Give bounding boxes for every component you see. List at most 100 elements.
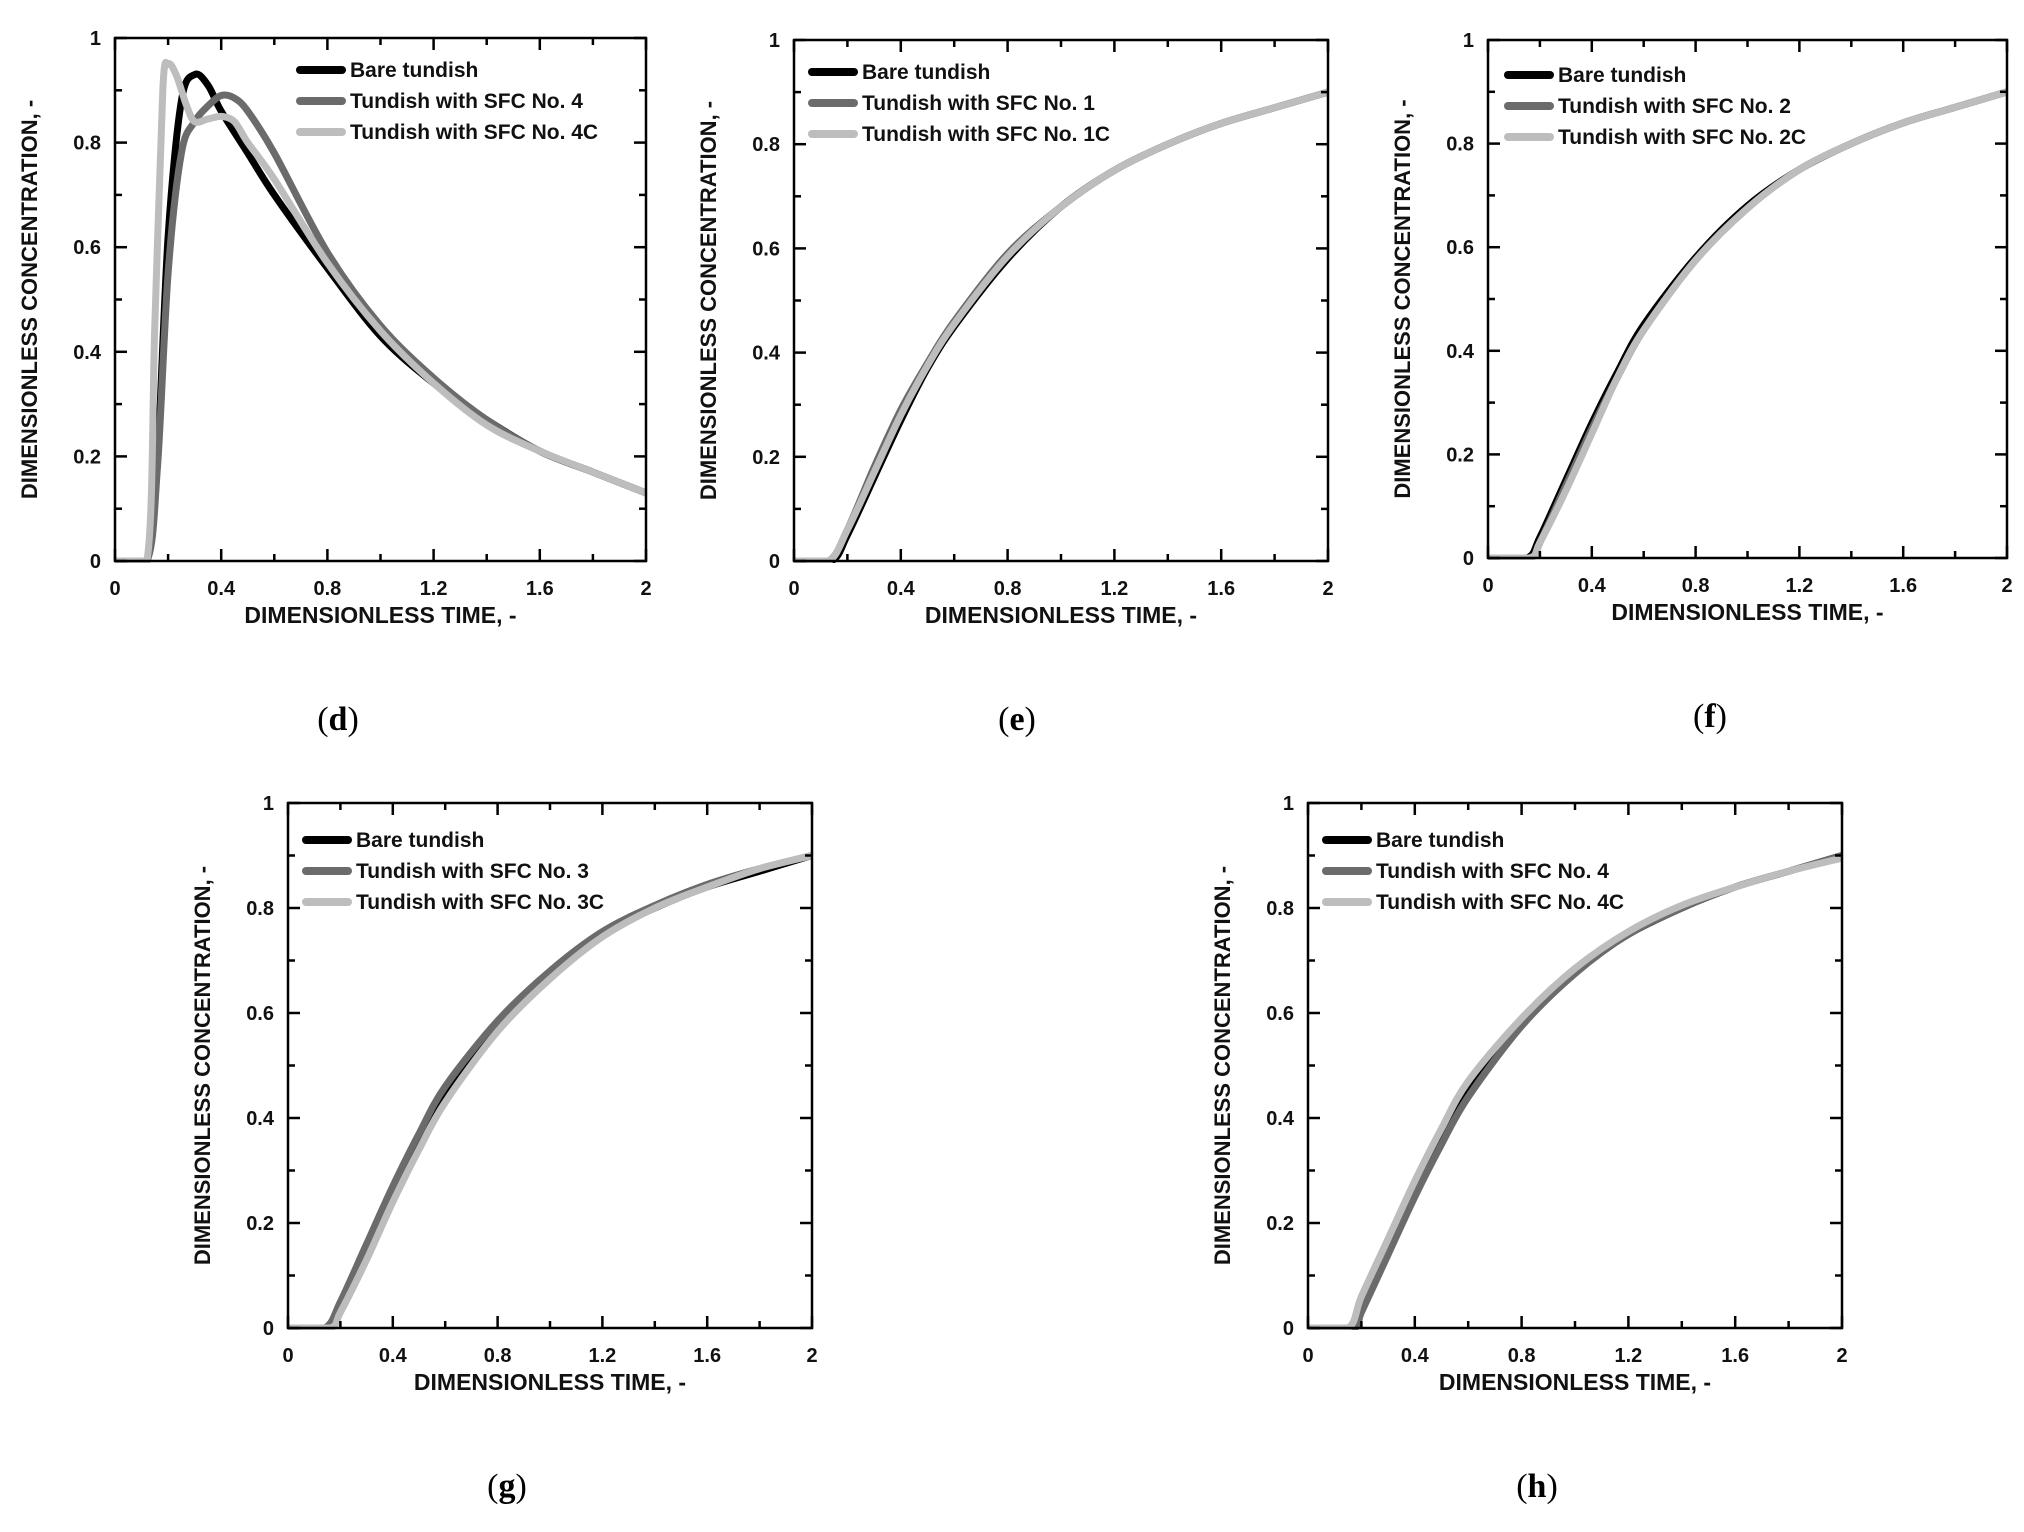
y-tick-label: 0.8 [246, 898, 274, 920]
x-tick-label: 0.4 [207, 578, 236, 600]
panel-label: (f) [1693, 698, 1727, 735]
x-tick-label: 1.6 [1721, 1345, 1749, 1367]
legend-entry-1: Tundish with SFC No. 3 [356, 860, 589, 883]
x-tick-label: 0 [788, 578, 799, 600]
x-tick-label: 0.8 [484, 1345, 512, 1367]
legend-entry-0: Bare tundish [1558, 64, 1686, 87]
x-tick-label: 1.6 [693, 1345, 721, 1367]
x-tick-label: 1.6 [526, 578, 554, 600]
x-tick-label: 0.8 [313, 578, 341, 600]
y-tick-label: 0 [1463, 548, 1474, 570]
y-axis-label: DIMENSIONLESS CONCENTRATION, - [190, 866, 215, 1265]
y-tick-label: 0.6 [73, 237, 101, 259]
y-tick-label: 0.2 [73, 446, 101, 468]
x-tick-label: 0 [282, 1345, 293, 1367]
y-axis-label: DIMENSIONLESS CONCENTRATION, - [1210, 866, 1235, 1265]
y-tick-label: 0.4 [1266, 1108, 1295, 1130]
y-tick-label: 0.4 [246, 1108, 275, 1130]
x-axis-label: DIMENSIONLESS TIME, - [1611, 599, 1883, 625]
x-tick-label: 0.8 [1508, 1345, 1536, 1367]
x-tick-label: 1.2 [588, 1345, 616, 1367]
legend-entry-1: Tundish with SFC No. 4 [350, 90, 583, 113]
y-tick-label: 0 [1283, 1318, 1294, 1340]
x-tick-label: 2 [2001, 575, 2012, 597]
legend: Bare tundish Tundish with SFC No. 4 Tundis… [1322, 829, 1624, 914]
series-line-2 [1308, 854, 1842, 1330]
y-tick-label: 1 [90, 28, 101, 50]
legend-entry-2: Tundish with SFC No. 3C [356, 891, 604, 914]
y-tick-label: 0.6 [1266, 1003, 1294, 1025]
series-group [1488, 88, 2007, 560]
x-tick-label: 0.4 [379, 1345, 408, 1367]
legend-entry-2: Tundish with SFC No. 1C [862, 123, 1110, 146]
x-tick-label: 0 [109, 578, 120, 600]
x-tick-label: 0.8 [994, 578, 1022, 600]
series-line-0 [115, 70, 646, 563]
legend-entry-1: Tundish with SFC No. 4 [1376, 860, 1609, 883]
x-tick-label: 0 [1482, 575, 1493, 597]
series-line-1 [115, 91, 646, 563]
x-tick-label: 2 [1836, 1345, 1847, 1367]
y-tick-label: 0.4 [73, 342, 102, 364]
y-tick-label: 0.8 [1446, 134, 1474, 156]
chart-panel-0: 0 0.4 0.8 1.2 1.6 2 0 0.2 0.4 0.6 0.8 1 DIMENSIONLES… [17, 28, 652, 738]
y-tick-label: 0 [90, 551, 101, 573]
x-tick-label: 1.2 [1100, 578, 1128, 600]
x-axis-label: DIMENSIONLESS TIME, - [1439, 1369, 1711, 1395]
series-line-2 [288, 852, 812, 1330]
x-tick-label: 0.4 [887, 578, 916, 600]
legend-entry-0: Bare tundish [862, 61, 990, 84]
legend-entry-2: Tundish with SFC No. 4C [350, 121, 598, 144]
chart-panel-4: 0 0.4 0.8 1.2 1.6 2 0 0.2 0.4 0.6 0.8 1 DIMENSIONLES… [1210, 793, 1848, 1505]
chart-panel-2: 0 0.4 0.8 1.2 1.6 2 0 0.2 0.4 0.6 0.8 1 DIMENSIONLES… [1390, 30, 2013, 735]
y-tick-label: 0.2 [246, 1213, 274, 1235]
x-tick-label: 1.2 [1785, 575, 1813, 597]
y-tick-label: 0.8 [73, 133, 101, 155]
y-tick-label: 0.8 [1266, 898, 1294, 920]
series-group [288, 852, 812, 1330]
legend-entry-0: Bare tundish [356, 829, 484, 852]
series-line-0 [794, 88, 1328, 563]
x-tick-label: 1.6 [1889, 575, 1917, 597]
series-group [115, 59, 646, 563]
x-axis-label: DIMENSIONLESS TIME, - [414, 1369, 686, 1395]
y-tick-label: 0 [769, 551, 780, 573]
y-tick-label: 1 [263, 793, 274, 815]
series-line-1 [1308, 852, 1842, 1330]
legend-entry-2: Tundish with SFC No. 4C [1376, 891, 1624, 914]
x-tick-label: 1.6 [1207, 578, 1235, 600]
series-group [794, 88, 1328, 563]
legend: Bare tundish Tundish with SFC No. 4 Tundis… [296, 59, 598, 144]
y-tick-label: 0.6 [752, 238, 780, 260]
y-tick-label: 1 [1463, 30, 1474, 52]
y-tick-label: 0.4 [752, 343, 781, 365]
panel-label: (e) [998, 701, 1036, 738]
chart-panel-1: 0 0.4 0.8 1.2 1.6 2 0 0.2 0.4 0.6 0.8 1 DIMENSIONLES… [696, 30, 1334, 738]
x-tick-label: 0.4 [1578, 575, 1607, 597]
legend: Bare tundish Tundish with SFC No. 2 Tundis… [1504, 64, 1806, 149]
x-axis-label: DIMENSIONLESS TIME, - [244, 602, 516, 628]
panel-label: (g) [487, 1468, 527, 1505]
y-tick-label: 0.2 [1446, 444, 1474, 466]
legend: Bare tundish Tundish with SFC No. 1 Tundis… [808, 61, 1110, 146]
legend-entry-1: Tundish with SFC No. 1 [862, 92, 1095, 115]
y-tick-label: 0.6 [246, 1003, 274, 1025]
x-tick-label: 1.2 [1614, 1345, 1642, 1367]
panel-label: (d) [317, 701, 359, 738]
x-tick-label: 2 [806, 1345, 817, 1367]
y-tick-label: 0.4 [1446, 341, 1475, 363]
series-group [1308, 852, 1842, 1330]
legend-entry-0: Bare tundish [350, 59, 478, 82]
y-tick-label: 0 [263, 1318, 274, 1340]
legend-entry-1: Tundish with SFC No. 2 [1558, 95, 1791, 118]
x-tick-label: 1.2 [420, 578, 448, 600]
x-tick-label: 0 [1302, 1345, 1313, 1367]
x-tick-label: 2 [640, 578, 651, 600]
series-line-2 [115, 59, 646, 563]
y-tick-label: 0.2 [752, 447, 780, 469]
x-tick-label: 2 [1322, 578, 1333, 600]
y-tick-label: 1 [1283, 793, 1294, 815]
y-axis-label: DIMENSIONLESS CONCENTRATION, - [1390, 99, 1415, 498]
y-tick-label: 0.2 [1266, 1213, 1294, 1235]
